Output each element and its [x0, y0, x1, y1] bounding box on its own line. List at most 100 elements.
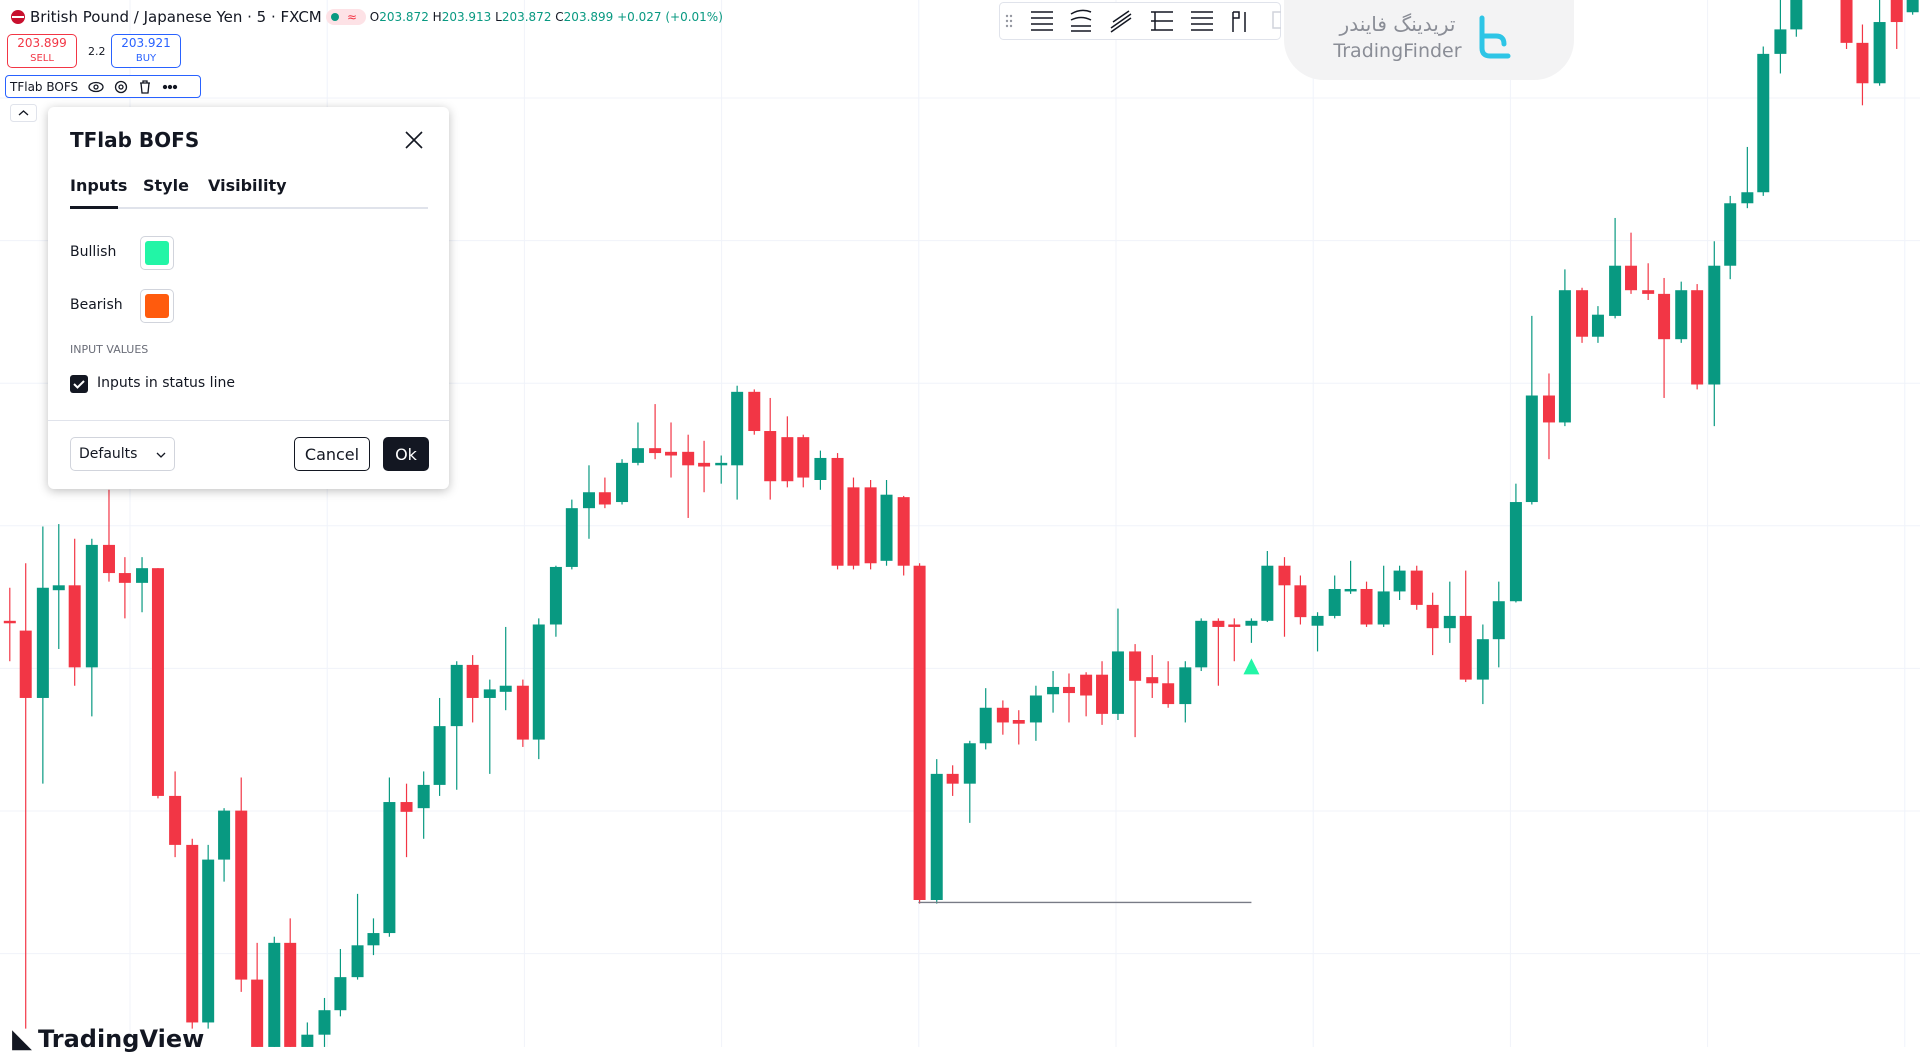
candle-body	[450, 664, 463, 727]
indicator-pill[interactable]: TFlab BOFS	[5, 75, 201, 98]
candle-body	[1062, 686, 1075, 694]
candle-body	[516, 685, 529, 740]
candle-body	[1344, 588, 1357, 592]
bearish-swatch[interactable]	[140, 289, 174, 323]
collapse-button[interactable]	[10, 104, 37, 122]
candle-body	[1029, 695, 1042, 723]
close-button[interactable]	[405, 131, 423, 149]
candle-body	[1691, 290, 1704, 385]
candle-body	[1278, 565, 1291, 586]
candle-body	[1311, 615, 1324, 626]
buy-button[interactable]: 203.921 BUY	[111, 34, 181, 68]
change: +0.027 (+0.01%)	[617, 10, 723, 24]
candle-body	[649, 448, 662, 454]
candle-body	[417, 784, 430, 809]
candle-body	[1476, 639, 1489, 680]
candle-body	[1525, 395, 1538, 503]
candle-body	[1708, 265, 1721, 385]
candle-body	[1576, 290, 1589, 337]
candle-body	[1658, 293, 1671, 340]
candle-body	[1377, 591, 1390, 625]
indicator-name: TFlab BOFS	[10, 79, 79, 94]
candle-body	[318, 1010, 331, 1035]
candle-body	[466, 664, 479, 698]
candle-body	[1245, 620, 1258, 626]
open: 203.872	[379, 10, 429, 24]
defaults-dropdown[interactable]: Defaults	[70, 437, 175, 471]
defaults-label: Defaults	[79, 446, 138, 462]
candle-body	[1426, 604, 1439, 629]
candle-body	[764, 431, 777, 482]
candle-body	[19, 630, 32, 698]
symbol-flag	[11, 10, 25, 24]
drawing-toolbar	[999, 2, 1281, 40]
candle-body	[698, 462, 711, 467]
cancel-button[interactable]: Cancel	[294, 437, 370, 471]
candle-body	[1856, 42, 1869, 84]
candle-body	[797, 437, 810, 478]
tab-inputs[interactable]: Inputs	[70, 176, 128, 195]
settings-dialog: TFlab BOFS Inputs Style Visibility Bulli…	[48, 107, 449, 489]
candle-body	[1591, 314, 1604, 337]
candle-body	[715, 462, 728, 466]
indicator-actions[interactable]	[88, 79, 188, 95]
symbol[interactable]: British Pound / Japanese Yen · 5 · FXCM	[30, 8, 322, 26]
checkbox[interactable]	[70, 375, 88, 393]
candle-body	[1774, 29, 1787, 54]
candle-body	[880, 494, 893, 561]
candle-body	[1179, 667, 1192, 705]
candle-body	[169, 795, 182, 845]
candle-body	[598, 492, 611, 505]
bullish-swatch[interactable]	[140, 236, 174, 270]
candle-body	[301, 1034, 314, 1047]
spread: 2.2	[88, 45, 106, 58]
tab-style[interactable]: Style	[143, 176, 189, 195]
close: 203.899	[563, 10, 614, 24]
buy-label: BUY	[135, 53, 157, 64]
candle-body	[897, 497, 910, 566]
candle-body	[930, 773, 943, 900]
candle-body	[781, 437, 794, 482]
section-title: INPUT VALUES	[70, 343, 149, 356]
tab-visibility[interactable]: Visibility	[208, 176, 287, 195]
ok-button[interactable]: Ok	[383, 437, 429, 471]
candle-body	[1642, 290, 1655, 294]
bullish-signal	[1243, 658, 1260, 675]
candle-body	[235, 810, 248, 980]
brand-logo: ◣	[12, 1024, 32, 1054]
tab-divider	[70, 207, 428, 209]
candle-body	[202, 859, 215, 1023]
candle-body	[151, 568, 164, 796]
candle-body	[1080, 674, 1093, 696]
tab-underline	[70, 206, 118, 209]
candle-body	[1261, 565, 1274, 621]
candle-body	[284, 942, 297, 1047]
candle-body	[1757, 53, 1770, 193]
sell-label: SELL	[30, 53, 54, 64]
candle-body	[565, 508, 578, 567]
candle-body	[1492, 601, 1505, 640]
candle-body	[979, 707, 992, 744]
drag-handle	[1005, 14, 1013, 28]
checkbox-label[interactable]: Inputs in status line	[97, 375, 235, 391]
candle-body	[1741, 192, 1754, 204]
candle-body	[400, 802, 413, 812]
sell-button[interactable]: 203.899 SELL	[7, 34, 77, 68]
candle-body	[847, 487, 860, 566]
brand-text: TradingView	[38, 1025, 205, 1053]
open-label: O	[369, 10, 380, 24]
candle-body	[1724, 203, 1737, 266]
candle-body	[1890, 0, 1903, 23]
candle-body	[814, 457, 827, 480]
ohlc: O203.872 H203.913 L203.872 C203.899 +0.0…	[370, 10, 723, 24]
toolbar-icons[interactable]	[1031, 9, 1281, 33]
tradingview-brand: ◣ TradingView	[12, 1024, 204, 1054]
candle-body	[631, 448, 644, 463]
candle-body	[864, 487, 877, 564]
candle-body	[1443, 615, 1456, 629]
candle-body	[1906, 0, 1919, 13]
market-status[interactable]: ≈	[325, 8, 366, 26]
candle-body	[1294, 585, 1307, 618]
candle-body	[1393, 570, 1406, 592]
